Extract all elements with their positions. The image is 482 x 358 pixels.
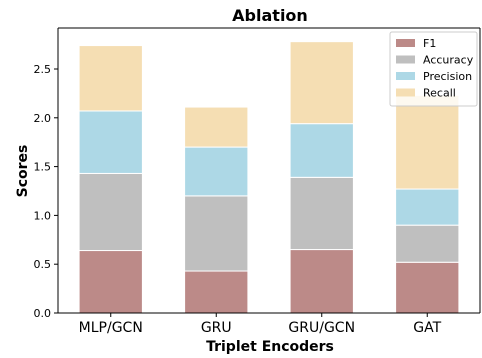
x-tick-label: GAT <box>413 320 441 336</box>
y-tick-label: 2.5 <box>34 63 52 76</box>
bar-accuracy-0 <box>78 172 143 252</box>
x-ticks-group: MLP/GCN GRU GRU/GCN GAT <box>79 313 442 336</box>
y-tick-label: 2.0 <box>34 112 52 125</box>
bar-accuracy-2 <box>289 176 354 251</box>
legend-label-f1: F1 <box>423 37 436 50</box>
legend-label-precision: Precision <box>423 70 472 83</box>
bar-precision-2 <box>289 123 354 178</box>
y-tick-label: 0.0 <box>34 307 52 320</box>
bar-f1-3 <box>395 261 460 314</box>
bars-group <box>78 41 460 314</box>
bar-recall-1 <box>184 106 249 148</box>
legend-label-accuracy: Accuracy <box>423 54 474 67</box>
y-ticks-group: 0.0 0.5 1.0 1.5 2.0 2.5 <box>34 63 58 320</box>
bar-precision-0 <box>78 110 143 174</box>
bar-accuracy-3 <box>395 224 460 263</box>
legend-label-recall: Recall <box>423 87 456 100</box>
bar-f1-2 <box>289 249 354 314</box>
bar-recall-0 <box>78 45 143 112</box>
axes-group <box>57 27 481 314</box>
bar-recall-3 <box>395 94 460 190</box>
x-axis-label: Triplet Encoders <box>206 339 334 355</box>
legend-swatch-f1 <box>396 39 415 47</box>
y-axis-label: Scores <box>15 145 31 198</box>
bar-precision-3 <box>395 188 460 226</box>
x-tick-label: MLP/GCN <box>79 320 143 336</box>
legend-box <box>389 31 478 107</box>
legend-swatch-accuracy <box>396 55 415 64</box>
legend-swatch-recall <box>396 88 415 97</box>
bar-recall-2 <box>289 41 354 125</box>
bar-f1-0 <box>78 250 143 314</box>
legend: F1 Accuracy Precision Recall <box>389 31 478 107</box>
chart-title: Ablation <box>232 6 308 25</box>
bar-precision-1 <box>184 146 249 197</box>
legend-swatch-precision <box>396 72 415 80</box>
x-tick-label: GRU <box>201 320 232 336</box>
y-tick-label: 0.5 <box>34 258 52 271</box>
x-tick-label: GRU/GCN <box>288 320 355 336</box>
y-tick-label: 1.5 <box>34 161 52 174</box>
y-tick-label: 1.0 <box>34 209 52 222</box>
bar-f1-1 <box>184 270 249 314</box>
bar-accuracy-1 <box>184 195 249 272</box>
